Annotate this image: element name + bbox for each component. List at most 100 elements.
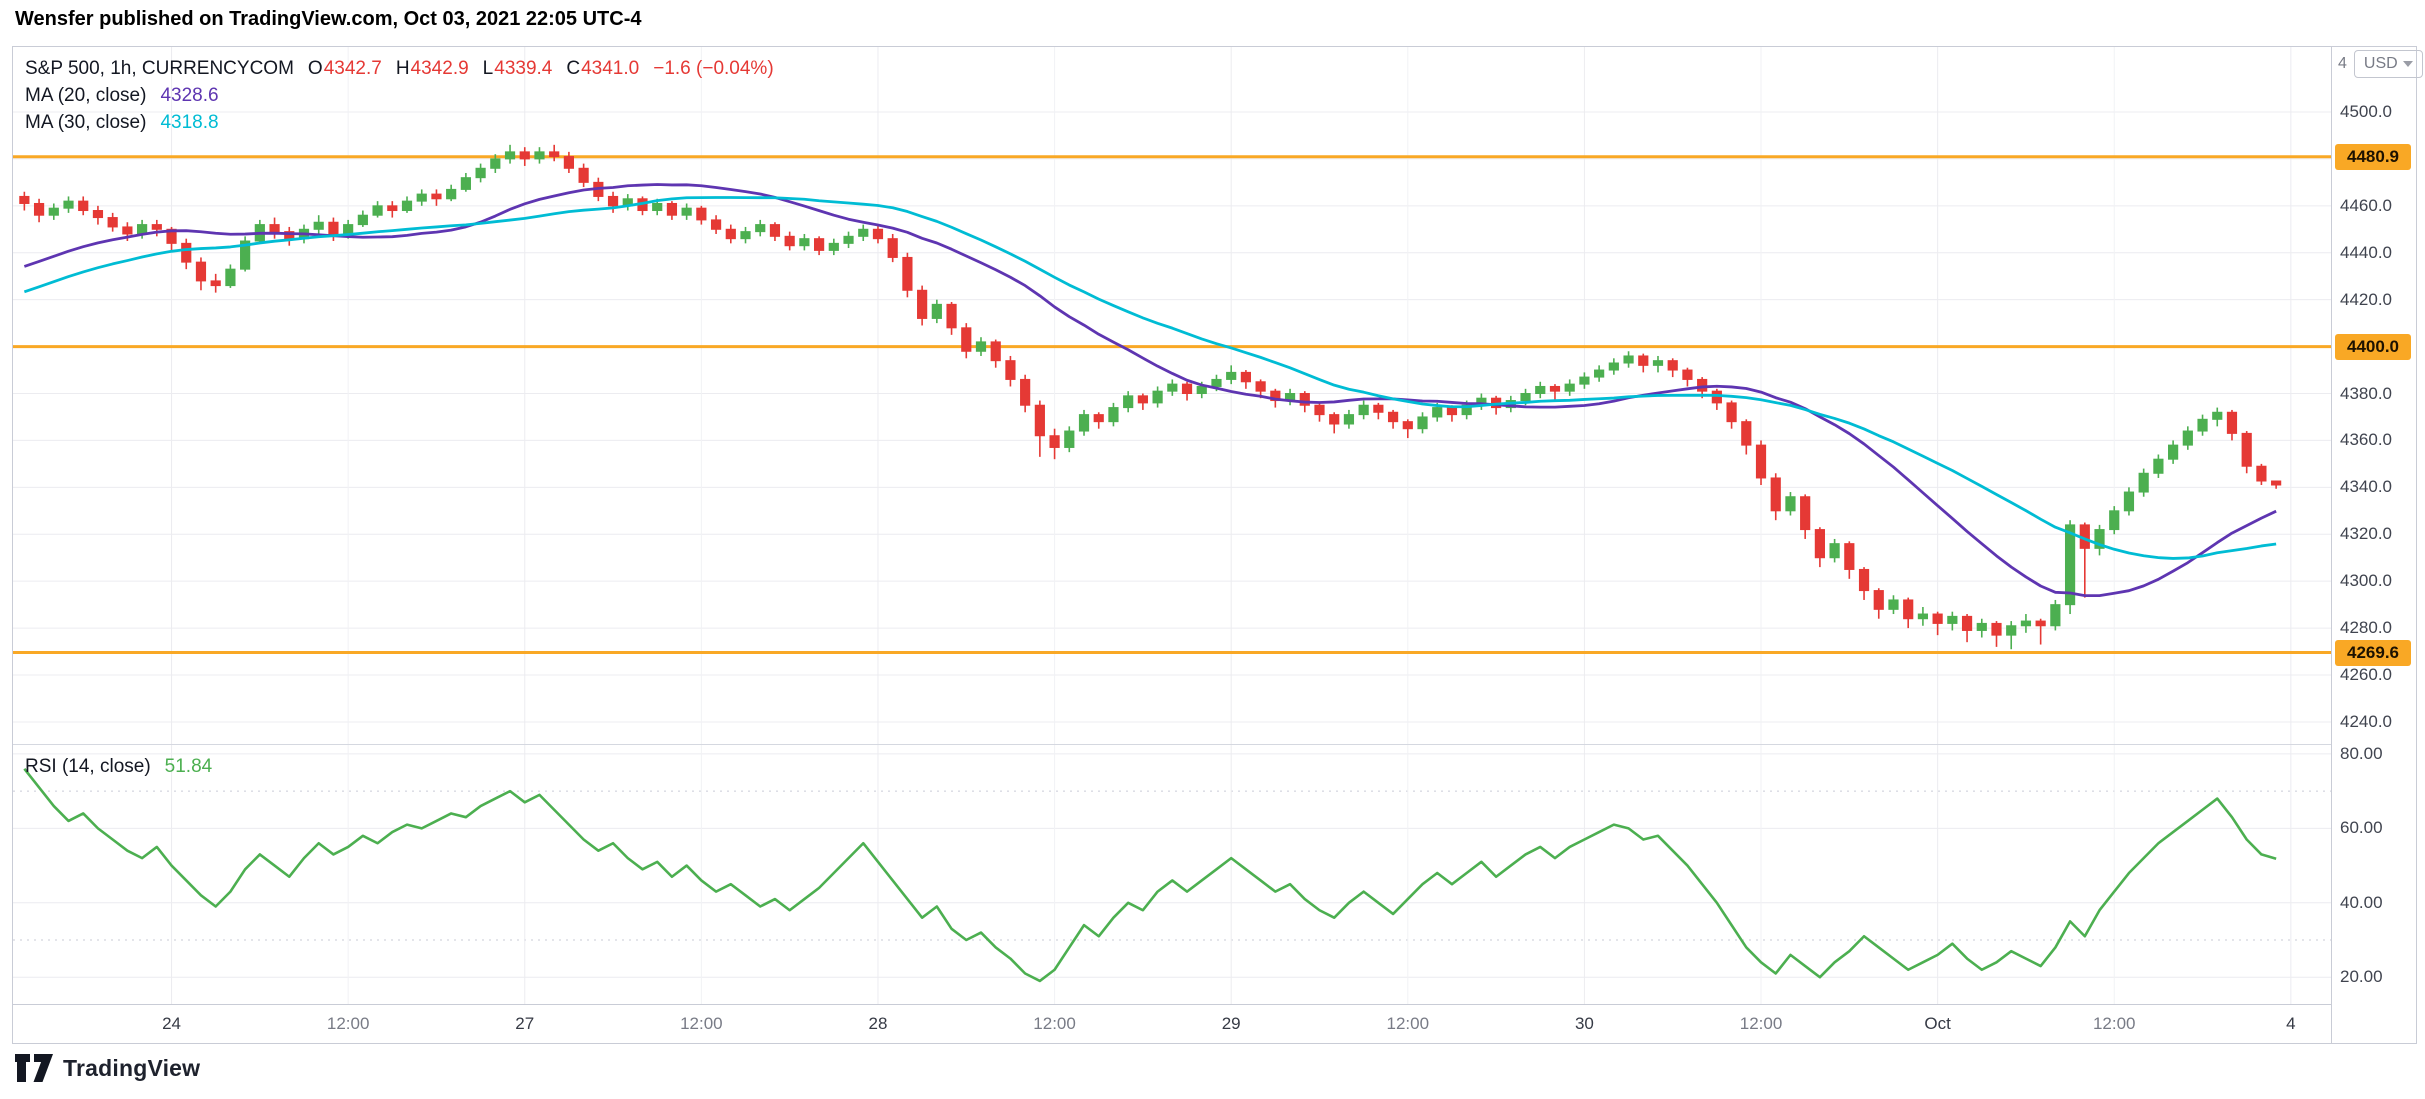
candle-down[interactable] (1446, 407, 1458, 416)
candle-down[interactable] (917, 289, 928, 319)
candle-down[interactable] (1373, 404, 1384, 413)
candle-up[interactable] (652, 202, 663, 212)
candle-down[interactable] (1314, 404, 1325, 416)
ma30-label[interactable]: MA (30, close) (25, 112, 147, 133)
time-tick-label[interactable]: 29 (1221, 1014, 1241, 1033)
candle-down[interactable] (210, 280, 221, 287)
candle-up[interactable] (1652, 360, 1664, 366)
candle-up[interactable] (799, 238, 810, 247)
candle-up[interactable] (63, 200, 74, 209)
candle-down[interactable] (710, 219, 722, 230)
candle-up[interactable] (1211, 378, 1222, 387)
candle-up[interactable] (475, 167, 486, 179)
candle-down[interactable] (563, 156, 575, 169)
candle-up[interactable] (1417, 416, 1428, 430)
candle-down[interactable] (151, 224, 162, 230)
candle-down[interactable] (872, 228, 884, 240)
candle-down[interactable] (1005, 360, 1016, 380)
candle-up[interactable] (1623, 355, 1634, 364)
candle-down[interactable] (1755, 444, 1767, 479)
candle-down[interactable] (902, 256, 913, 291)
candle-down[interactable] (1549, 385, 1561, 392)
time-tick-label[interactable]: 12:00 (1033, 1014, 1076, 1033)
candle-down[interactable] (1697, 378, 1708, 392)
candle-down[interactable] (887, 238, 898, 258)
candle-up[interactable] (2020, 620, 2032, 627)
candle-up[interactable] (240, 240, 251, 270)
candle-down[interactable] (1255, 381, 1266, 392)
candle-down[interactable] (2241, 432, 2252, 467)
candle-up[interactable] (1196, 385, 1207, 395)
candle-down[interactable] (1858, 568, 1870, 592)
candle-up[interactable] (931, 303, 942, 319)
rsi-pane[interactable]: RSI (14, close) 51.84 (13, 744, 2331, 1004)
candle-up[interactable] (48, 207, 59, 216)
candle-down[interactable] (549, 151, 560, 158)
candle-up[interactable] (1888, 599, 1899, 610)
candle-down[interactable] (1903, 599, 1914, 620)
candle-down[interactable] (269, 224, 280, 233)
candle-up[interactable] (1829, 543, 1840, 559)
candle-down[interactable] (1800, 496, 1811, 531)
candle-down[interactable] (166, 228, 177, 244)
candle-down[interactable] (1667, 360, 1678, 371)
tradingview-brand[interactable]: TradingView (63, 1054, 201, 1081)
candle-up[interactable] (1520, 393, 1531, 402)
time-tick-label[interactable]: 28 (868, 1014, 888, 1033)
candle-down[interactable] (195, 261, 207, 282)
candle-up[interactable] (1594, 369, 1605, 378)
candle-up[interactable] (225, 268, 236, 287)
candle-up[interactable] (1152, 390, 1163, 404)
rsi-label[interactable]: RSI (14, close) (25, 756, 151, 777)
candle-down[interactable] (19, 195, 30, 204)
price-axis[interactable]: 4 USD 4500.0 4460.0 4440.0 4420.0 4380.0 4360… (2331, 47, 2423, 1043)
candle-down[interactable] (814, 238, 825, 251)
candle-up[interactable] (828, 242, 839, 251)
candle-down[interactable] (607, 195, 619, 207)
candle-down[interactable] (696, 207, 707, 221)
candle-up[interactable] (416, 193, 427, 202)
candle-up[interactable] (740, 231, 751, 240)
candle-up[interactable] (1358, 404, 1369, 416)
candle-up[interactable] (401, 200, 413, 212)
time-tick-label[interactable]: 30 (1574, 1014, 1594, 1033)
candle-down[interactable] (1299, 393, 1310, 406)
candle-down[interactable] (1711, 390, 1722, 404)
candle-up[interactable] (313, 221, 324, 230)
time-tick-label[interactable]: 12:00 (326, 1014, 370, 1033)
candle-down[interactable] (33, 202, 45, 216)
candle-up[interactable] (2064, 524, 2076, 606)
candle-up[interactable] (1564, 383, 1575, 392)
candle-down[interactable] (1387, 411, 1399, 423)
candle-down[interactable] (78, 200, 89, 212)
candle-up[interactable] (1343, 414, 1355, 425)
candle-up[interactable] (1123, 395, 1134, 409)
candle-up[interactable] (1226, 371, 1237, 380)
candle-up[interactable] (2168, 444, 2179, 460)
tradingview-logo-icon[interactable] (15, 1054, 53, 1082)
candle-down[interactable] (2256, 465, 2267, 482)
price-level-badge[interactable]: 4269.6 (2335, 639, 2411, 666)
candle-down[interactable] (1034, 404, 1045, 437)
price-level-badge[interactable]: 4480.9 (2335, 143, 2411, 170)
candle-down[interactable] (1402, 421, 1413, 430)
time-tick-label[interactable]: 12:00 (680, 1014, 723, 1033)
candle-up[interactable] (1078, 414, 1090, 432)
candle-up[interactable] (1108, 407, 1119, 423)
candle-up[interactable] (1064, 430, 1075, 448)
candle-up[interactable] (843, 235, 854, 244)
candle-up[interactable] (446, 188, 457, 200)
candle-up[interactable] (460, 177, 471, 190)
candle-down[interactable] (990, 341, 1001, 362)
candle-up[interactable] (1579, 376, 1590, 385)
candle-down[interactable] (961, 327, 972, 352)
candle-down[interactable] (122, 226, 133, 235)
symbol-title[interactable]: S&P 500, 1h, CURRENCYCOM (25, 58, 294, 79)
candle-up[interactable] (681, 207, 692, 216)
price-level-badge[interactable]: 4400.0 (2335, 333, 2411, 360)
ma20-line[interactable] (23, 183, 2277, 598)
candle-down[interactable] (1726, 402, 1737, 423)
candle-down[interactable] (519, 151, 530, 160)
time-tick-label[interactable]: 27 (515, 1014, 535, 1033)
candle-up[interactable] (1608, 362, 1619, 371)
